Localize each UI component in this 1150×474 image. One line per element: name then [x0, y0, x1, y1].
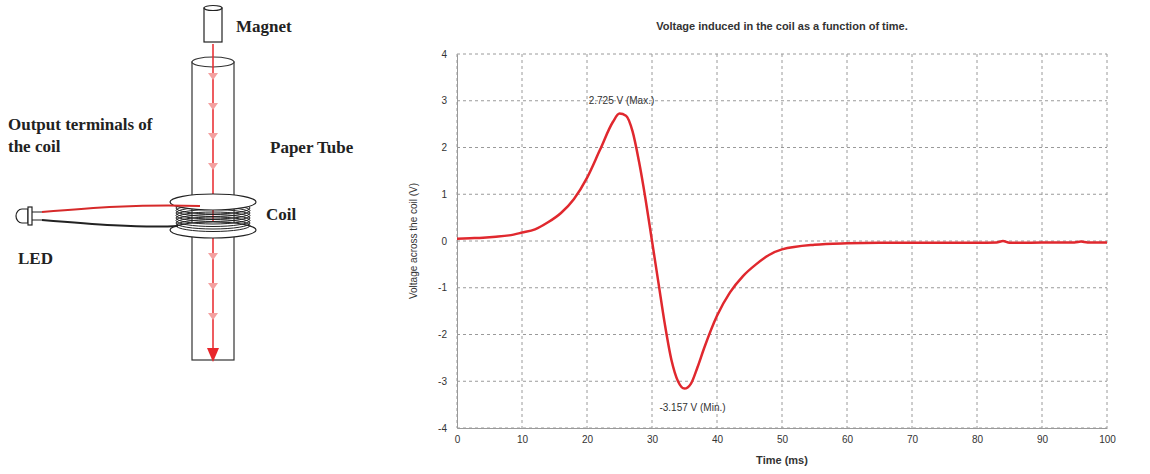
annotation: -3.157 V (Min.): [659, 402, 725, 413]
tick-label: 100: [1099, 434, 1116, 445]
tick-label: 1: [441, 189, 447, 200]
grid-line-y: [457, 241, 1107, 242]
coil-winding: [176, 212, 250, 224]
x-axis-title: Time (ms): [756, 454, 808, 466]
tick-label: 0: [441, 236, 447, 247]
led-body: [16, 209, 28, 223]
tick: 90: [1037, 428, 1049, 445]
axis-line: [458, 428, 1108, 429]
tick-label: 4: [441, 49, 447, 60]
canvas: Magnet Paper Tube Output terminals ofthe c…: [0, 0, 1150, 474]
motion-arrowhead: [208, 163, 218, 170]
wire-black: [42, 220, 178, 227]
grid-line-y: [457, 381, 1107, 382]
tick-label: -2: [438, 329, 447, 340]
diagram-label: Coil: [266, 205, 297, 224]
tick: -4: [438, 423, 457, 434]
tick: 20: [582, 428, 594, 445]
tick: 30: [647, 428, 659, 445]
grid-line-y: [457, 100, 1107, 101]
coil-winding: [176, 217, 250, 229]
led-leads: [32, 212, 42, 220]
tick-label: -4: [438, 423, 447, 434]
grid-line-y: [457, 194, 1107, 195]
tick: 1: [441, 189, 457, 200]
tick: 70: [907, 428, 919, 445]
motion-arrowhead-end: [207, 348, 219, 362]
motion-arrowhead: [208, 253, 218, 260]
tick-label: 80: [972, 434, 984, 445]
grid-line-y: [457, 428, 1107, 429]
tick: 50: [777, 428, 789, 445]
diagram-label: Paper Tube: [270, 138, 354, 157]
grid-line-y: [457, 334, 1107, 335]
tick-label: 20: [582, 434, 594, 445]
magnet-top: [204, 6, 222, 11]
coil-winding: [176, 215, 250, 227]
diagram-label: Magnet: [236, 17, 292, 36]
grid-line-x: [977, 54, 978, 428]
tick-label: -3: [438, 376, 447, 387]
coil-top-disc: [170, 194, 256, 210]
motion-arrowhead: [208, 73, 218, 80]
tick: 60: [842, 428, 854, 445]
y-axis: -4 -3 -2 -1 0 1 2 3 4: [438, 49, 457, 434]
chart-title: Voltage induced in the coil as a functio…: [656, 20, 908, 32]
tick-label: 2: [441, 142, 447, 153]
grid-line-y: [457, 287, 1107, 288]
tube-through-coil: [192, 197, 234, 202]
tick-label: 70: [907, 434, 919, 445]
tick-label: 30: [647, 434, 659, 445]
x-axis: 0 10 20 30 40 50 60 70 80 90 100: [455, 428, 1117, 445]
tick-label: 3: [441, 95, 447, 106]
chart: Voltage induced in the coil as a functio…: [408, 20, 1116, 466]
tick: -2: [438, 329, 457, 340]
tick-label: 90: [1037, 434, 1049, 445]
tick-label: 60: [842, 434, 854, 445]
annotations: 2.725 V (Max.) -3.157 V (Min.): [589, 95, 726, 413]
axis-line: [457, 55, 458, 429]
tick-label: 10: [517, 434, 529, 445]
wire-red: [42, 205, 200, 212]
grid-line-x: [457, 54, 458, 428]
tick: 0: [455, 428, 461, 445]
annotation: 2.725 V (Max.): [589, 95, 655, 106]
tick: 4: [441, 49, 457, 60]
tick: 40: [712, 428, 724, 445]
y-axis-title: Voltage across the coil (V): [408, 183, 419, 299]
magnet-body: [204, 8, 222, 42]
motion-arrowhead: [208, 133, 218, 140]
plot-area: [457, 114, 1107, 389]
diagram-label: Output terminals ofthe coil: [8, 115, 153, 156]
tick: 3: [441, 95, 457, 106]
grid-line-x: [912, 54, 913, 428]
tick: 100: [1099, 428, 1116, 445]
grid-line-x: [587, 54, 588, 428]
grid-line-y: [457, 54, 1107, 55]
motion-arrowhead: [208, 103, 218, 110]
tick: 0: [441, 236, 457, 247]
tick: 10: [517, 428, 529, 445]
tick: 80: [972, 428, 984, 445]
led-base: [28, 207, 32, 225]
tick-label: 40: [712, 434, 724, 445]
tick-label: 0: [455, 434, 461, 445]
motion-arrowhead: [208, 283, 218, 290]
grid-line-y: [457, 147, 1107, 148]
apparatus-diagram: Magnet Paper Tube Output terminals ofthe c…: [8, 6, 354, 363]
tick: 2: [441, 142, 457, 153]
coil-winding: [176, 220, 250, 232]
tick: -3: [438, 376, 457, 387]
motion-arrowhead: [208, 313, 218, 320]
tick-label: -1: [438, 282, 447, 293]
tick-label: 50: [777, 434, 789, 445]
grid: [457, 54, 1107, 428]
tick: -1: [438, 282, 457, 293]
voltage-line: [457, 114, 1107, 389]
grid-line-x: [522, 54, 523, 428]
diagram-label: LED: [18, 249, 53, 268]
